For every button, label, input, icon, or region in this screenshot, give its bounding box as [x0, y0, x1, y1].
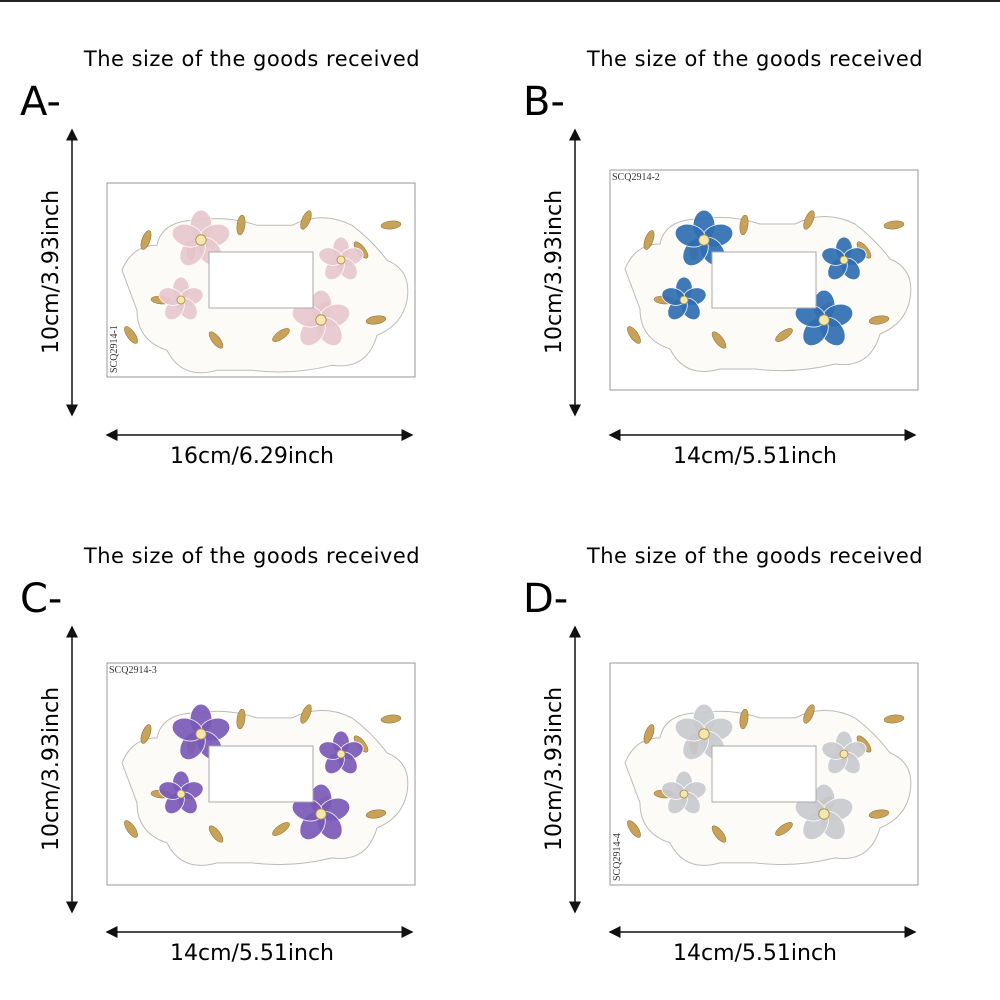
heading: The size of the goods received — [586, 47, 923, 71]
leaf — [883, 220, 905, 230]
flower-center — [195, 234, 207, 246]
leaf — [272, 822, 290, 836]
leaf — [883, 714, 905, 724]
leaf — [236, 214, 246, 236]
panel: The size of the goods received C- 10cm/3.9… — [20, 544, 420, 966]
variant-letter: D- — [523, 576, 568, 622]
variant-letter: B- — [523, 79, 565, 125]
leaf — [365, 315, 387, 325]
leaf — [208, 825, 224, 843]
flower-center — [679, 789, 689, 799]
leaf — [739, 214, 749, 236]
flower-center — [818, 808, 830, 820]
flower-center — [176, 789, 186, 799]
flower-center — [839, 749, 849, 759]
width-label: 14cm/5.51inch — [673, 444, 837, 469]
leaf — [208, 331, 224, 349]
flower-center — [195, 728, 207, 740]
variant-letter: A- — [20, 79, 61, 125]
variant-letter: C- — [20, 576, 62, 622]
leaf — [380, 220, 402, 230]
heading: The size of the goods received — [83, 47, 420, 71]
panel: The size of the goods received A- 10cm/3.9… — [20, 47, 420, 469]
leaf — [711, 825, 727, 843]
leaf — [140, 230, 152, 250]
flower-center — [336, 749, 346, 759]
leaf — [643, 230, 655, 250]
width-label: 14cm/5.51inch — [170, 941, 334, 966]
leaf — [739, 708, 749, 730]
height-label: 10cm/3.93inch — [39, 687, 64, 851]
leaf — [868, 809, 890, 819]
flower-center — [839, 255, 849, 265]
flower-center — [698, 728, 710, 740]
width-label: 14cm/5.51inch — [673, 941, 837, 966]
cutout — [208, 745, 314, 803]
height-label: 10cm/3.93inch — [542, 687, 567, 851]
flower-center — [679, 295, 689, 305]
flower-center — [698, 234, 710, 246]
leaf — [236, 708, 246, 730]
leaf — [627, 820, 641, 838]
cutout — [208, 251, 314, 309]
heading: The size of the goods received — [586, 544, 923, 568]
leaf — [365, 809, 387, 819]
cutout — [711, 251, 817, 309]
product-code: SCQ2914-3 — [109, 665, 157, 676]
panel: The size of the goods received B- 10cm/3.9… — [523, 47, 923, 469]
leaf — [300, 704, 312, 724]
leaf — [775, 328, 793, 342]
product-code: SCQ2914-1 — [109, 325, 120, 373]
leaf — [124, 820, 138, 838]
height-label: 10cm/3.93inch — [39, 190, 64, 354]
flower-center — [336, 255, 346, 265]
leaf — [803, 210, 815, 230]
flower-center — [818, 314, 830, 326]
leaf — [711, 331, 727, 349]
product-code: SCQ2914-2 — [612, 172, 660, 183]
leaf — [643, 724, 655, 744]
heading: The size of the goods received — [83, 544, 420, 568]
cutout — [711, 745, 817, 803]
leaf — [300, 210, 312, 230]
product-code: SCQ2914-4 — [612, 833, 623, 881]
leaf — [140, 724, 152, 744]
leaf — [803, 704, 815, 724]
leaf — [868, 315, 890, 325]
panel: The size of the goods received D- 10cm/3.9… — [523, 544, 923, 966]
leaf — [775, 822, 793, 836]
flower-center — [315, 808, 327, 820]
width-label: 16cm/6.29inch — [170, 444, 334, 469]
leaf — [124, 326, 138, 344]
leaf — [627, 326, 641, 344]
leaf — [380, 714, 402, 724]
flower-center — [315, 314, 327, 326]
height-label: 10cm/3.93inch — [542, 190, 567, 354]
leaf — [272, 328, 290, 342]
flower-center — [176, 295, 186, 305]
